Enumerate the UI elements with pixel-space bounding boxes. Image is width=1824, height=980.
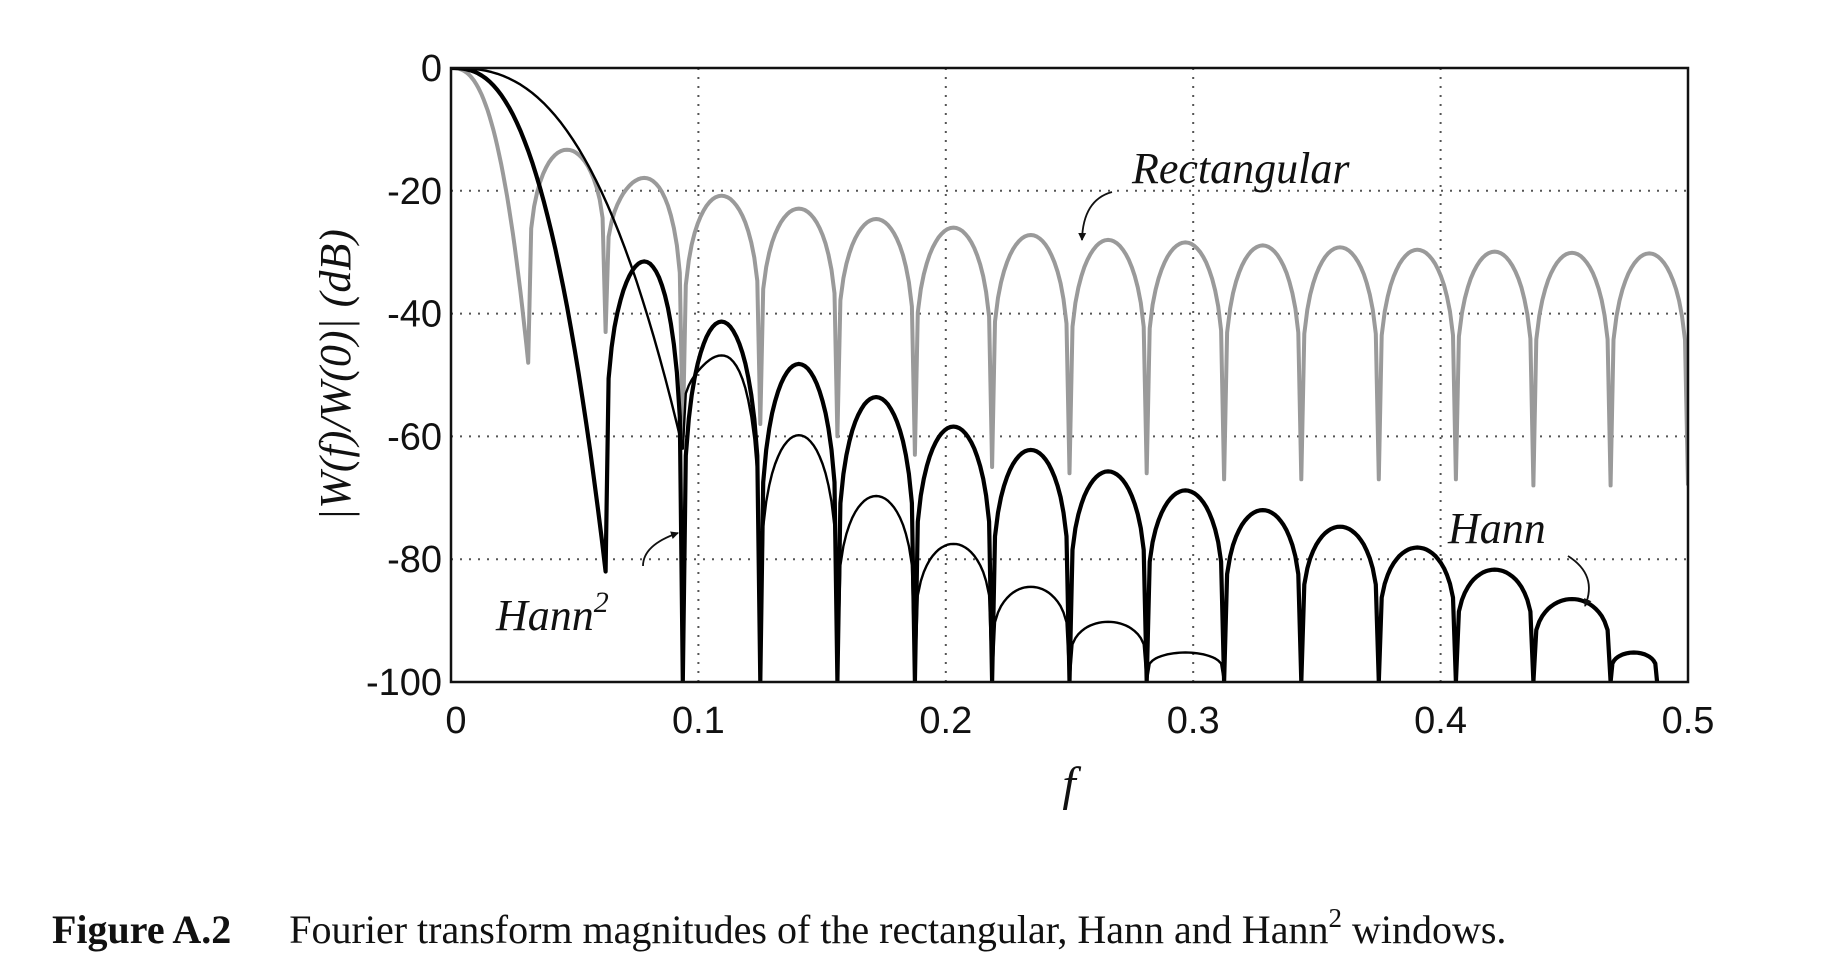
series-line-hann2 xyxy=(451,68,1226,682)
annotation-rectangular-arrow xyxy=(1078,191,1113,241)
y-tick-label: -60 xyxy=(387,416,442,458)
x-tick-label: 0.3 xyxy=(1167,700,1220,742)
y-tick-label: 0 xyxy=(421,48,442,90)
caption-text-end: windows. xyxy=(1341,907,1507,952)
annotation-hann2: Hann2 xyxy=(495,586,609,640)
series-line-hann xyxy=(451,68,1660,682)
caption-superscript: 2 xyxy=(1328,903,1342,933)
annotation-hann-arrow xyxy=(1567,555,1592,607)
figure-caption: Figure A.2 Fourier transform magnitudes o… xyxy=(52,903,1507,953)
caption-text: Fourier transform magnitudes of the rect… xyxy=(289,907,1329,952)
grid xyxy=(451,68,1688,682)
series-line-rectangular xyxy=(451,68,1688,488)
x-tick-label: 0 xyxy=(445,700,466,742)
annotation-rectangular: Rectangular xyxy=(1131,144,1350,193)
y-tick-label: -100 xyxy=(366,662,442,704)
annotation-hann: Hann xyxy=(1447,504,1546,553)
y-tick-label: -40 xyxy=(387,294,442,336)
series-layer xyxy=(451,68,1688,682)
x-tick-label: 0.2 xyxy=(919,700,972,742)
y-axis-label: |W(f)/W(0)| (dB) xyxy=(311,229,360,521)
tick-labels: 0 0.1 0.2 0.3 0.4 0.5 0 -20 -40 -60 -80 -100 xyxy=(366,48,1714,742)
y-tick-label: -80 xyxy=(387,539,442,581)
x-tick-label: 0.5 xyxy=(1662,700,1715,742)
annotation-hann2-arrow xyxy=(642,531,679,567)
x-tick-label: 0.4 xyxy=(1414,700,1467,742)
x-axis-label: f xyxy=(1062,758,1081,811)
figure-label: Figure A.2 xyxy=(52,907,232,952)
y-tick-label: -20 xyxy=(387,171,442,213)
x-tick-label: 0.1 xyxy=(672,700,725,742)
plot-frame xyxy=(449,66,1690,684)
